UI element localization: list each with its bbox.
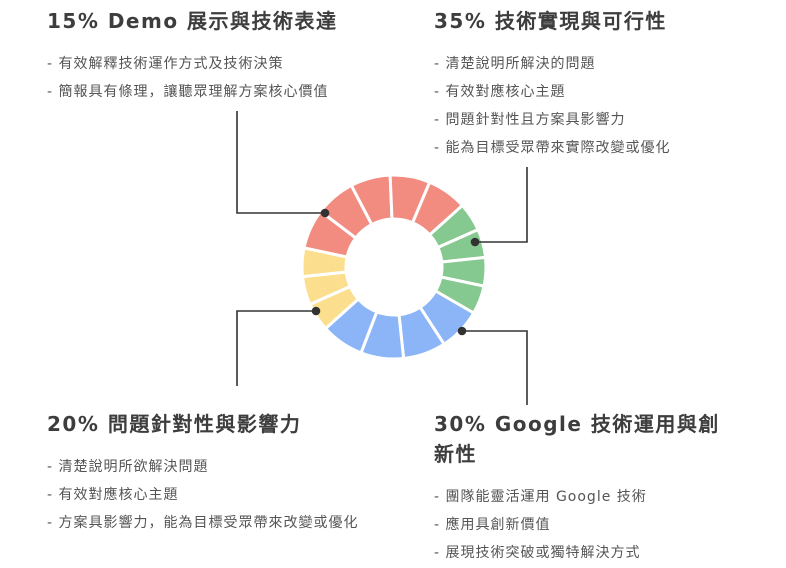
section-google-innovation: 30% Google 技術運用與創新性 - 團隊能靈活運用 Google 技術 … — [434, 409, 734, 567]
bullet-item: - 應用具創新價值 — [434, 517, 551, 533]
bullet-item: - 展現技術突破或獨特解決方式 — [434, 545, 641, 561]
connector-tech — [475, 167, 528, 243]
bullet-item: - 有效對應核心主題 — [434, 84, 566, 100]
bullet-item: - 方案具影響力，能為目標受眾帶來改變或優化 — [47, 515, 359, 531]
bullet-item: - 有效對應核心主題 — [47, 487, 179, 503]
bullet-item: - 能為目標受眾帶來實際改變或優化 — [434, 140, 671, 156]
section-heading: 15% Demo 展示與技術表達 — [47, 9, 338, 33]
connector-dot-impact — [311, 306, 321, 316]
bullet-list: - 清楚說明所欲解決問題 - 有效對應核心主題 - 方案具影響力，能為目標受眾帶… — [47, 453, 377, 537]
bullet-item: - 清楚說明所解決的問題 — [434, 56, 596, 72]
connector-impact — [236, 310, 316, 386]
section-tech-feasibility: 35% 技術實現與可行性 - 清楚說明所解決的問題 - 有效對應核心主題 - 問… — [434, 6, 764, 162]
bullet-item: - 清楚說明所欲解決問題 — [47, 459, 209, 475]
donut-slice-4-segment-4 — [323, 296, 379, 355]
bullet-item: - 簡報具有條理，讓聽眾理解方案核心價值 — [47, 84, 329, 100]
section-heading: 20% 問題針對性與影響力 — [47, 412, 302, 436]
connector-dot-google — [457, 326, 467, 336]
bullet-item: - 有效解釋技術運作方式及技術決策 — [47, 56, 284, 72]
bullet-item: - 問題針對性且方案具影響力 — [434, 112, 626, 128]
connector-dot-tech — [470, 237, 480, 247]
bullet-list: - 清楚說明所解決的問題 - 有效對應核心主題 - 問題針對性且方案具影響力 -… — [434, 50, 764, 162]
callout-connectors — [236, 111, 528, 405]
section-impact: 20% 問題針對性與影響力 - 清楚說明所欲解決問題 - 有效對應核心主題 - … — [47, 409, 377, 537]
donut-slices — [300, 173, 488, 361]
connector-dot-demo — [320, 208, 330, 218]
bullet-item: - 團隊能靈活運用 Google 技術 — [434, 489, 647, 505]
bullet-list: - 有效解釋技術運作方式及技術決策 - 簡報具有條理，讓聽眾理解方案核心價值 — [47, 50, 407, 106]
section-heading: 30% Google 技術運用與創新性 — [434, 412, 720, 466]
section-demo: 15% Demo 展示與技術表達 - 有效解釋技術運作方式及技術決策 - 簡報具… — [47, 6, 407, 106]
bullet-list: - 團隊能靈活運用 Google 技術 - 應用具創新價值 - 展現技術突破或獨… — [434, 483, 734, 567]
section-heading: 35% 技術實現與可行性 — [434, 9, 667, 33]
connector-google — [462, 330, 528, 405]
connector-demo — [236, 111, 325, 214]
